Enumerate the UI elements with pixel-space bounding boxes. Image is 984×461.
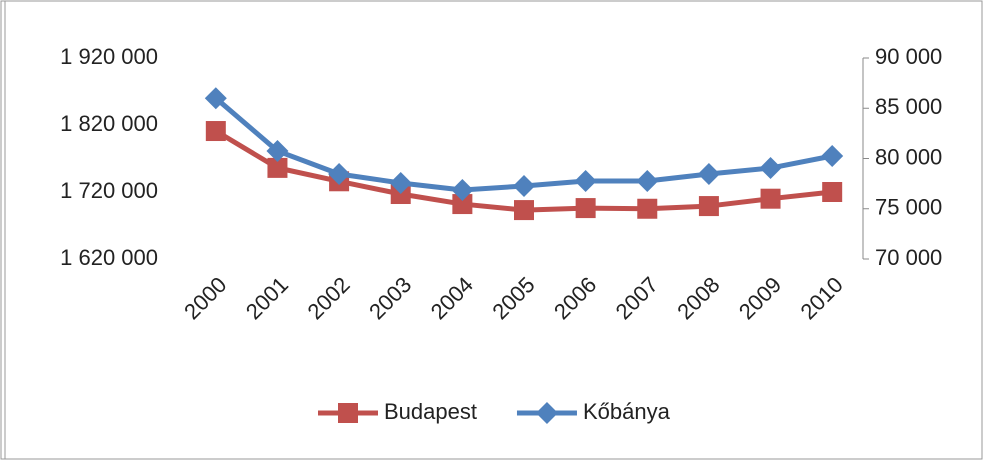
marker xyxy=(205,121,226,142)
marker xyxy=(636,170,659,193)
marker xyxy=(637,198,658,219)
marker xyxy=(574,170,597,193)
marker xyxy=(822,182,843,202)
marker xyxy=(452,194,473,215)
marker xyxy=(760,188,781,209)
legend-marker xyxy=(338,403,358,423)
marker xyxy=(759,157,782,180)
y-tick-label: 1 820 000 xyxy=(60,111,158,136)
y2-tick-label: 70 000 xyxy=(875,245,942,270)
y2-tick-label: 85 000 xyxy=(875,94,942,119)
y-tick-label: 1 920 000 xyxy=(60,44,158,69)
y2-tick-label: 75 000 xyxy=(875,195,942,220)
marker xyxy=(389,172,412,195)
legend-label: Kőbánya xyxy=(583,399,671,424)
marker xyxy=(328,162,351,185)
marker xyxy=(514,200,534,221)
y2-tick-label: 90 000 xyxy=(875,44,942,69)
marker xyxy=(267,157,288,178)
marker xyxy=(697,162,720,185)
y-tick-label: 1 720 000 xyxy=(60,178,158,203)
marker xyxy=(451,178,474,201)
legend-label: Budapest xyxy=(384,399,477,424)
marker xyxy=(821,144,844,167)
marker xyxy=(204,87,227,110)
marker xyxy=(575,198,596,219)
legend-marker xyxy=(535,402,558,424)
y-tick-label: 1 620 000 xyxy=(60,245,158,270)
marker xyxy=(513,175,535,198)
marker xyxy=(698,196,719,217)
y2-tick-label: 80 000 xyxy=(875,144,942,169)
marker xyxy=(266,139,289,162)
